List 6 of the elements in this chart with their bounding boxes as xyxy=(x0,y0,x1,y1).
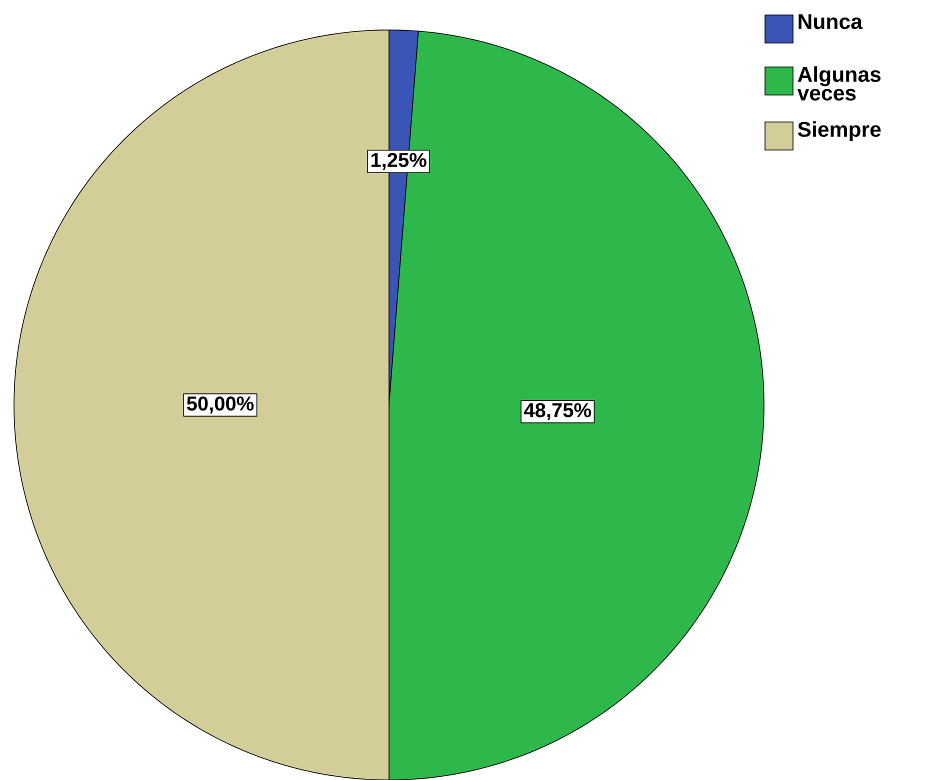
data-label: 1,25% xyxy=(371,152,426,170)
legend-label: Nunca xyxy=(798,14,863,30)
legend-label: Algunas veces xyxy=(797,66,881,101)
legend-label: Siempre xyxy=(798,121,881,142)
data-label: 48,75% xyxy=(524,403,591,420)
data-label: 50,00% xyxy=(186,396,254,414)
